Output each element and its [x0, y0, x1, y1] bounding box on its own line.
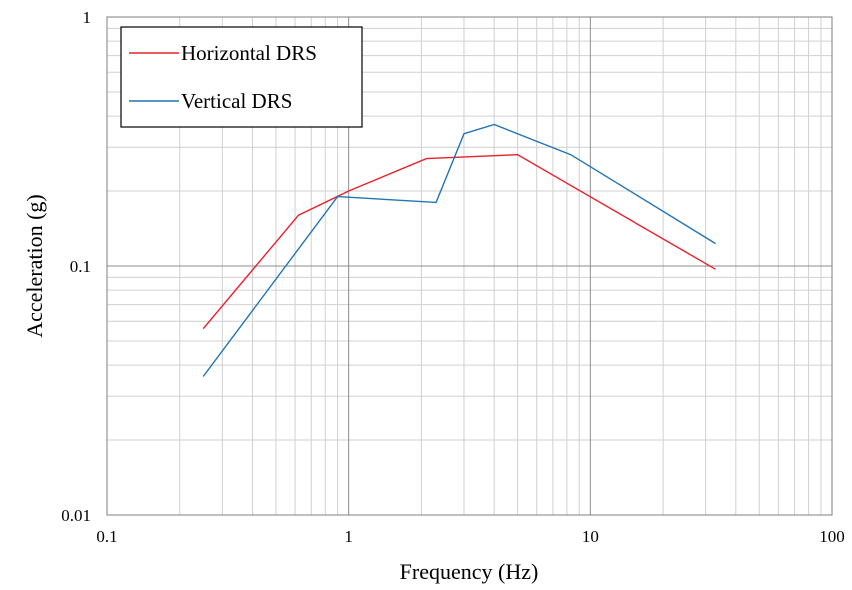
legend-label-vertical: Vertical DRS — [181, 89, 292, 113]
y-tick-label: 0.1 — [70, 257, 91, 276]
x-axis-title: Frequency (Hz) — [400, 559, 539, 584]
series-group — [202, 123, 716, 377]
y-tick-label: 0.01 — [61, 506, 91, 525]
y-tick-labels: 0.01 0.1 1 — [61, 8, 91, 525]
x-tick-label: 100 — [819, 527, 845, 546]
x-tick-labels: 0.1 1 10 100 — [96, 527, 844, 546]
x-tick-label: 1 — [344, 527, 353, 546]
series-line-vertical-drs — [202, 123, 716, 377]
plot-frame — [106, 16, 833, 516]
y-axis-title: Acceleration (g) — [22, 194, 47, 338]
legend-box — [120, 26, 363, 128]
x-tick-label: 10 — [582, 527, 599, 546]
series-line-horizontal-drs — [202, 153, 716, 330]
x-tick-label: 0.1 — [96, 527, 117, 546]
legend-label-horizontal: Horizontal DRS — [181, 41, 317, 65]
y-tick-label: 1 — [83, 8, 92, 27]
legend: Horizontal DRS Vertical DRS — [120, 26, 363, 128]
